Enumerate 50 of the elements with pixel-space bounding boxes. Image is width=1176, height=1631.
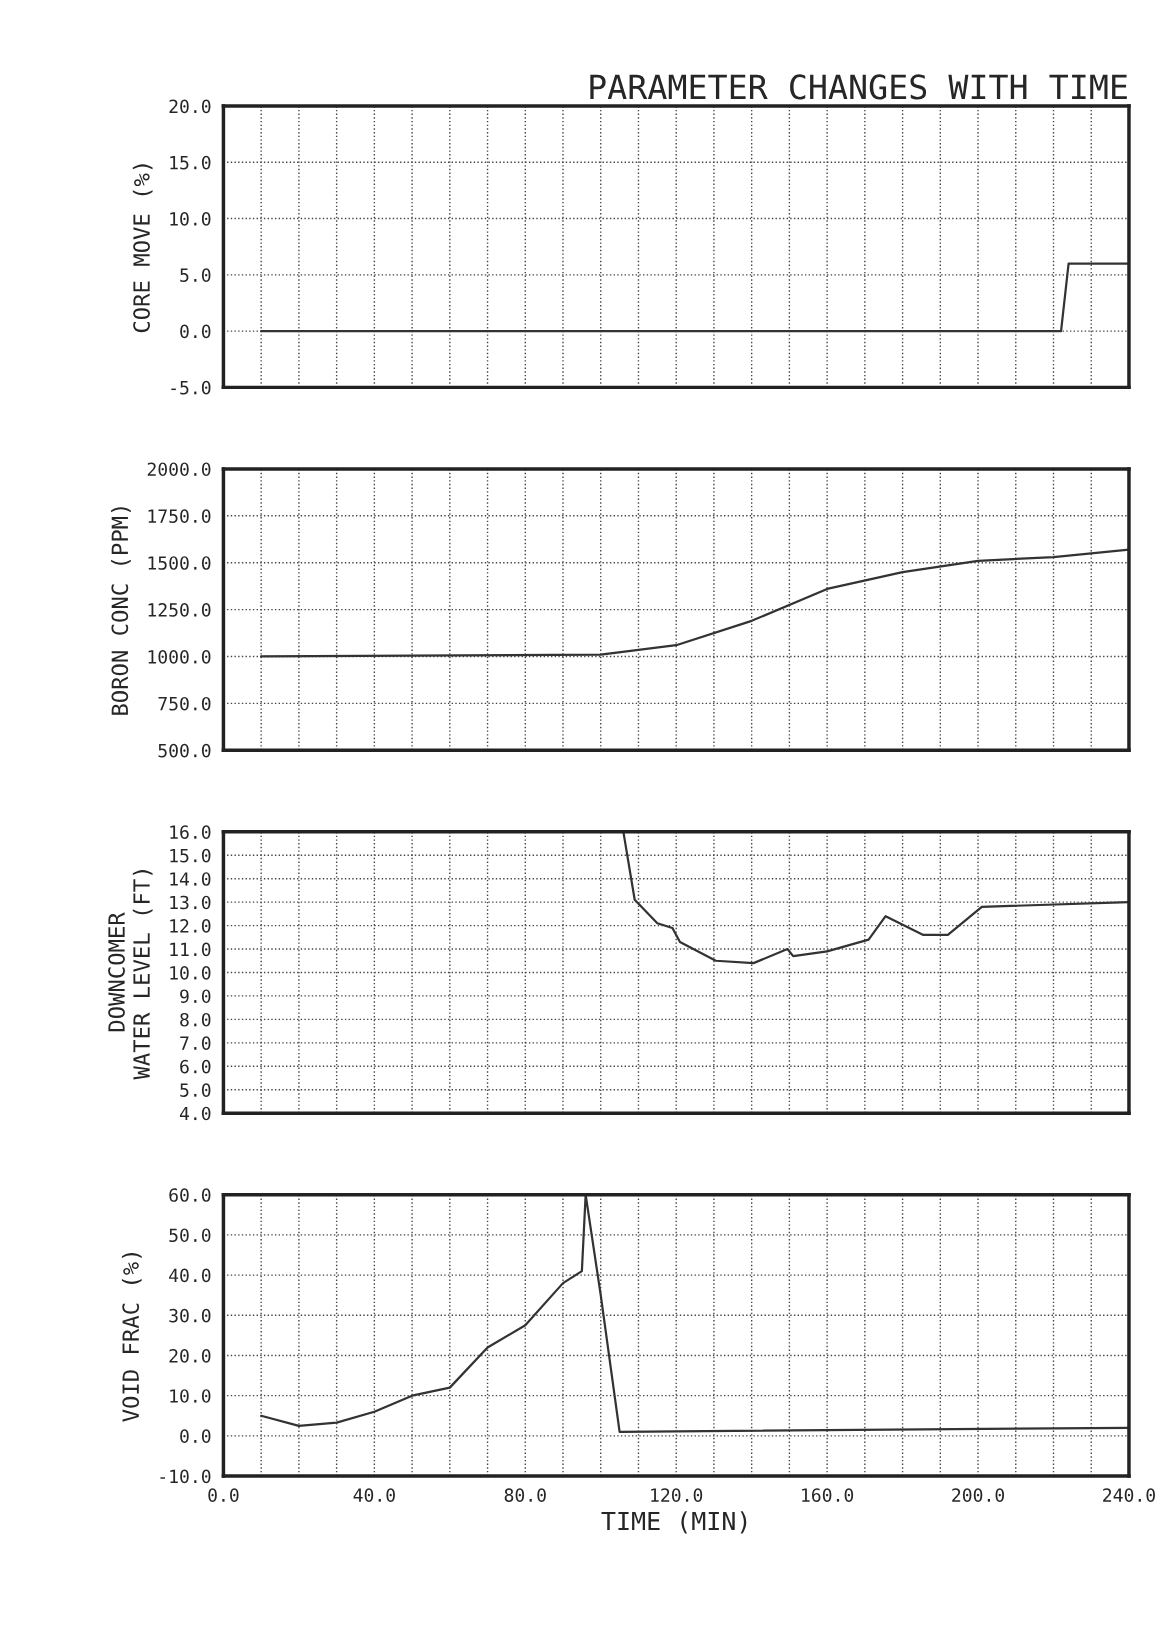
- y-tick-label: 0.0: [180, 1429, 211, 1444]
- y-axis-title: BORON CONC (PPM): [111, 507, 131, 715]
- y-tick-label: 1000.0: [148, 649, 211, 664]
- y-tick-label: 16.0: [170, 825, 211, 839]
- x-tick-label: 0.0: [208, 1488, 239, 1502]
- y-axis-title: DOWNCOMER WATER LEVEL (FT): [108, 870, 153, 1080]
- y-tick-label: 1500.0: [148, 556, 211, 570]
- x-tick-label: 200.0: [952, 1488, 1005, 1502]
- y-tick-label: 750.0: [158, 696, 211, 711]
- line-series: [622, 831, 1129, 965]
- y-tick-label: 6.0: [180, 1059, 211, 1074]
- y-tick-label: 0.0: [180, 324, 211, 339]
- x-tick-label: 240.0: [1103, 1488, 1155, 1502]
- y-tick-label: 9.0: [180, 989, 211, 1004]
- y-tick-label: 500.0: [158, 743, 211, 758]
- x-axis-title: TIME (MIN): [601, 1511, 747, 1534]
- y-tick-label: 10.0: [170, 965, 211, 980]
- y-tick-label: 5.0: [180, 1083, 211, 1097]
- y-tick-label: 12.0: [170, 919, 211, 933]
- line-series: [260, 1194, 1129, 1433]
- y-tick-label: -10.0: [160, 1469, 211, 1484]
- y-tick-label: 30.0: [169, 1308, 211, 1323]
- y-tick-label: 13.0: [170, 895, 211, 910]
- y-tick-label: -5.0: [171, 380, 211, 395]
- y-tick-label: 20.0: [169, 1348, 211, 1363]
- y-tick-label: 8.0: [180, 1012, 211, 1027]
- x-tick-label: 40.0: [353, 1488, 395, 1502]
- chart-title: PARAMETER CHANGES WITH TIME: [590, 74, 1127, 100]
- y-axis-title: VOID FRAC (%): [121, 1253, 142, 1422]
- y-tick-label: 7.0: [180, 1036, 211, 1050]
- y-tick-label: 15.0: [170, 848, 211, 863]
- line-series: [260, 548, 1129, 658]
- y-tick-label: 2000.0: [147, 462, 211, 477]
- y-tick-label: 10.0: [170, 1389, 211, 1403]
- y-tick-label: 11.0: [170, 942, 211, 957]
- y-tick-label: 4.0: [179, 1106, 211, 1121]
- y-axis-title: CORE MOVE (%): [132, 164, 153, 333]
- y-tick-label: 14.0: [170, 872, 211, 886]
- y-tick-label: 50.0: [169, 1228, 211, 1243]
- y-tick-label: 1250.0: [148, 603, 211, 617]
- x-tick-label: 160.0: [802, 1488, 854, 1502]
- y-tick-label: 5.0: [180, 268, 211, 282]
- y-tick-label: 20.0: [169, 99, 211, 114]
- y-tick-label: 40.0: [169, 1268, 211, 1283]
- y-tick-label: 15.0: [170, 155, 211, 170]
- x-tick-label: 120.0: [651, 1488, 703, 1502]
- y-tick-label: 1750.0: [148, 509, 211, 523]
- x-tick-label: 80.0: [504, 1488, 546, 1502]
- y-tick-label: 10.0: [170, 212, 211, 226]
- y-tick-label: 60.0: [169, 1188, 211, 1202]
